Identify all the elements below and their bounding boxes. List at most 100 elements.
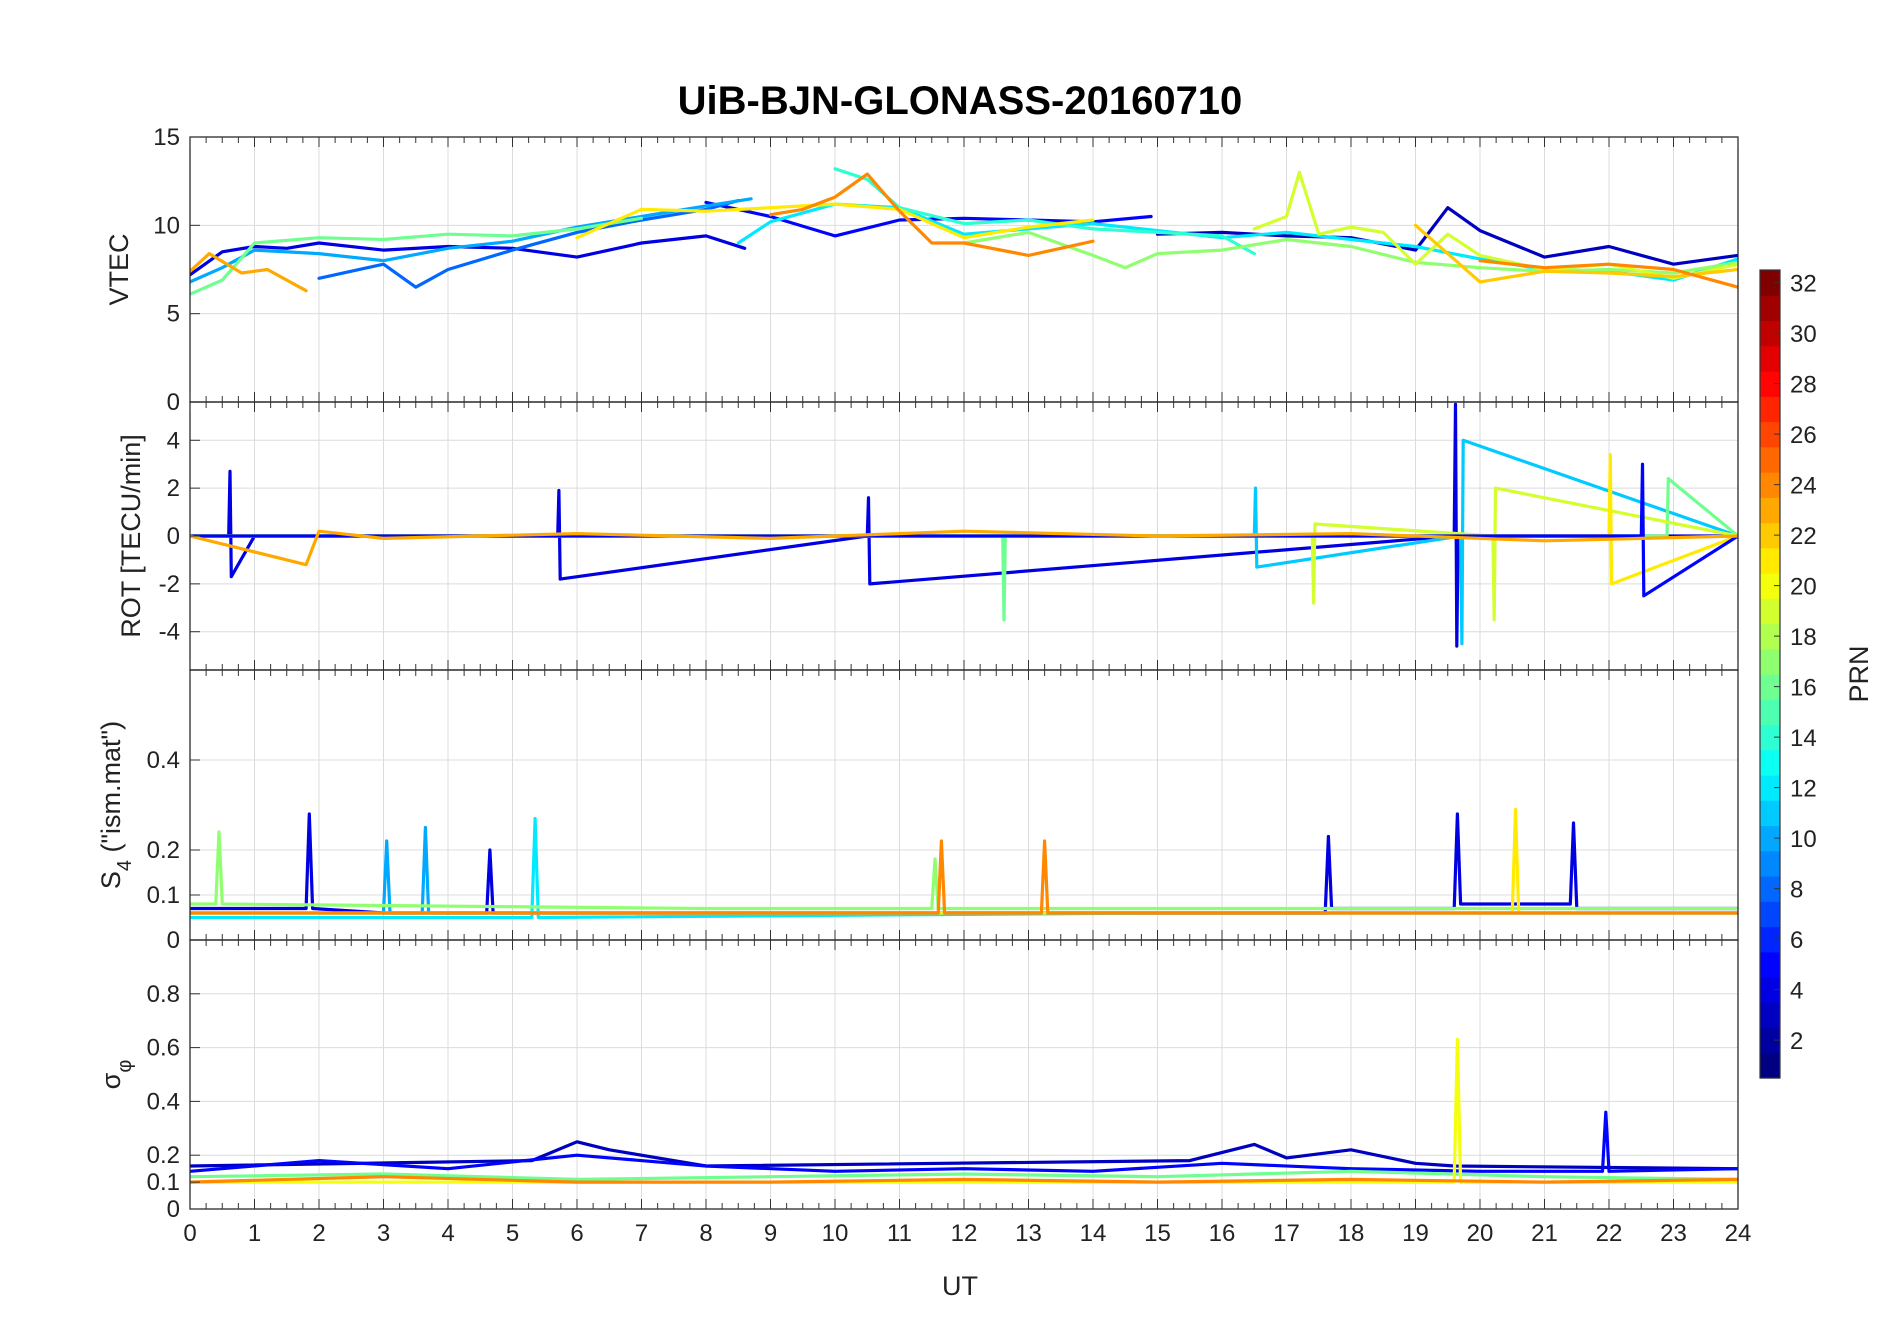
colorbar-segment [1760,674,1780,700]
x-tick-label: 1 [248,1220,261,1247]
colorbar-segment [1760,926,1780,953]
x-tick-label: 19 [1402,1220,1429,1247]
x-tick-label: 12 [951,1220,978,1247]
colorbar-segment [1760,497,1780,524]
series-prn-5 [190,1110,1738,1173]
colorbar-tick-label: 14 [1790,725,1817,752]
colorbar-tick-label: 12 [1790,776,1817,803]
colorbar-segment [1760,977,1780,1003]
x-tick-label: 3 [377,1220,390,1247]
series-group [190,402,1738,648]
colorbar-segment [1760,724,1780,751]
series-prn-21 [575,202,1095,240]
y-tick-label: 10 [153,212,180,239]
colorbar-segment [1760,598,1780,625]
y-tick-label: -4 [159,619,180,646]
x-tick-label: 2 [312,1220,325,1247]
colorbar-tick-label: 16 [1790,675,1817,702]
colorbar-tick-label: 8 [1790,877,1803,904]
colorbar-segment [1760,270,1780,296]
panel-rot: -4 -2 0 2 4 ROT [TECU/min] [116,401,1739,671]
colorbar-tick-label: 2 [1790,1028,1803,1055]
y-tick-label: 0.4 [147,1088,180,1115]
colorbar-tick-label: 20 [1790,574,1817,601]
colorbar-tick-label: 22 [1790,523,1817,550]
x-tick-label: 18 [1338,1220,1365,1247]
x-tick-label: 24 [1725,1220,1752,1247]
y-axis-label: S4 ("ism.mat") [96,721,136,889]
series-prn-3 [190,1140,1738,1171]
colorbar-segment [1760,775,1780,801]
x-tick-label: 7 [635,1220,648,1247]
series-group [190,167,1738,296]
series-prn-23 [190,252,308,293]
y-axis-label: VTEC [104,233,134,305]
x-tick-label: 16 [1209,1220,1236,1247]
series-prn-17 [962,230,1738,275]
series-prn-4 [190,402,1738,648]
series-prn-24 [768,172,1095,257]
panel-vtec: 0 5 10 15 VTEC [104,124,1739,416]
y-tick-label: 0 [167,389,180,416]
colorbar-tick-label: 32 [1790,271,1817,298]
colorbar-segment [1760,446,1780,473]
x-tick-label: 5 [506,1220,519,1247]
colorbar-segment [1760,1002,1780,1029]
series-prn-19 [190,486,1738,622]
colorbar-segment [1760,320,1780,347]
x-tick-label: 6 [570,1220,583,1247]
x-tick-label: 21 [1531,1220,1558,1247]
series-group [190,1037,1738,1184]
colorbar-segment [1760,345,1780,372]
colorbar-frame [1759,269,1781,1079]
x-tick-label: 4 [441,1220,454,1247]
x-axis-label: UT [942,1271,978,1301]
x-tick-label: 20 [1467,1220,1494,1247]
colorbar-segment [1760,623,1780,650]
chart-title: UiB-BJN-GLONASS-20160710 [678,79,1243,123]
x-tick-label: 10 [822,1220,849,1247]
colorbar-segment [1760,371,1780,397]
colorbar-tick-label: 4 [1790,978,1803,1005]
x-tick-label: 0 [183,1220,196,1247]
series-prn-24 [190,839,1738,915]
x-tick-label: 15 [1144,1220,1171,1247]
colorbar-segment [1760,800,1780,827]
colorbar-tick-label: 24 [1790,473,1817,500]
colorbar-segment [1760,396,1780,423]
series-prn-17 [190,830,1738,911]
colorbar-segment [1760,547,1780,574]
y-tick-label: 0 [167,523,180,550]
colorbar-segment [1760,825,1780,852]
colorbar-tick-label: 28 [1790,372,1817,399]
x-tick-label: 22 [1596,1220,1623,1247]
panel-s4: 0 0.1 0.2 0.4 S4 ("ism.mat") [96,669,1739,954]
colorbar-tick-label: 30 [1790,321,1817,348]
series-prn-22 [1413,223,1738,284]
colorbar-segment [1760,951,1780,978]
colorbar-segment [1760,295,1780,322]
y-tick-label: 4 [167,427,180,454]
y-tick-label: 0.4 [147,747,180,774]
series-prn-8 [317,199,740,289]
series-group [190,807,1738,920]
series-prn-11 [190,438,1738,646]
y-tick-label: 0 [167,1196,180,1223]
colorbar-segment [1760,1052,1780,1079]
colorbar-segment [1760,850,1780,877]
colorbar-tick-label: 10 [1790,826,1817,853]
colorbar-tick-label: 18 [1790,624,1817,651]
colorbar-segment [1760,876,1780,902]
x-tick-label: 17 [1273,1220,1300,1247]
y-tick-label: 0.1 [147,882,180,909]
y-tick-label: 0 [167,927,180,954]
y-tick-label: 5 [167,301,180,328]
colorbar-segment [1760,573,1780,599]
colorbar-segment [1760,699,1780,726]
x-tick-label: 23 [1660,1220,1687,1247]
x-tick-label: 8 [699,1220,712,1247]
y-tick-label: 0.6 [147,1035,180,1062]
x-tick-label: 13 [1015,1220,1042,1247]
y-tick-label: 0.8 [147,981,180,1008]
